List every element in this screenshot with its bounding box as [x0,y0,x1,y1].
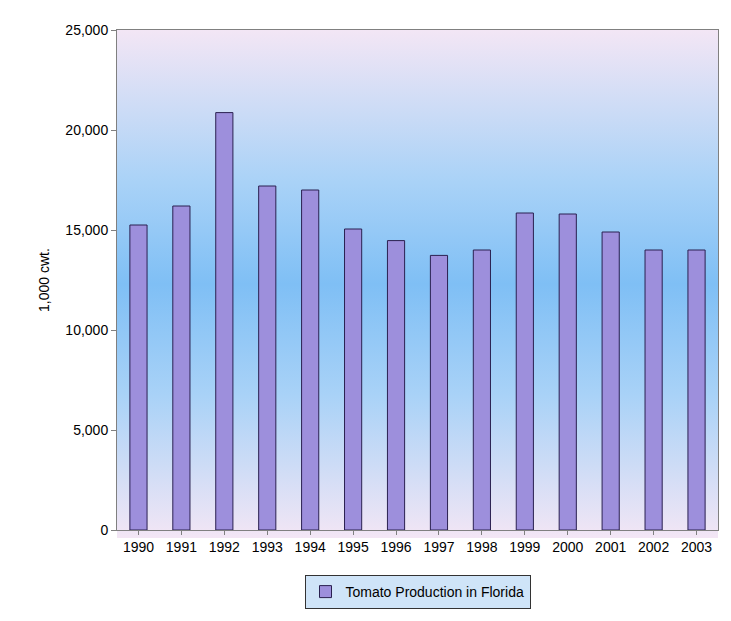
svg-text:1993: 1993 [252,539,283,555]
svg-text:Tomato Production in Florida: Tomato Production in Florida [346,584,524,600]
svg-text:1991: 1991 [166,539,197,555]
svg-text:1998: 1998 [466,539,497,555]
svg-text:2003: 2003 [681,539,712,555]
svg-text:1992: 1992 [209,539,240,555]
svg-text:15,000: 15,000 [65,222,108,238]
svg-text:1990: 1990 [123,539,154,555]
svg-text:2000: 2000 [552,539,583,555]
svg-text:0: 0 [100,522,108,538]
svg-text:20,000: 20,000 [65,122,108,138]
svg-text:1996: 1996 [380,539,411,555]
svg-text:10,000: 10,000 [65,322,108,338]
svg-text:2001: 2001 [595,539,626,555]
svg-text:1994: 1994 [295,539,326,555]
svg-text:5,000: 5,000 [73,422,108,438]
svg-text:1,000 cwt.: 1,000 cwt. [36,248,52,312]
svg-text:1999: 1999 [509,539,540,555]
svg-text:2002: 2002 [638,539,669,555]
svg-text:25,000: 25,000 [65,22,108,38]
svg-text:1995: 1995 [338,539,369,555]
svg-text:1997: 1997 [423,539,454,555]
